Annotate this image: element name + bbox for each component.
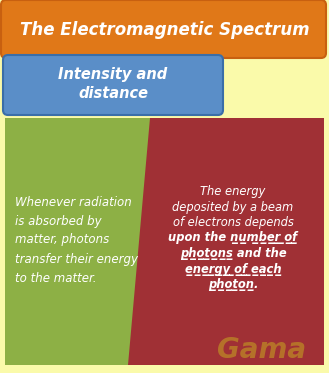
- FancyBboxPatch shape: [1, 0, 326, 58]
- Text: p̲h̲o̲t̲o̲n̲.: p̲h̲o̲t̲o̲n̲.: [208, 278, 258, 291]
- Text: p̲h̲o̲t̲o̲n̲s̲ and the: p̲h̲o̲t̲o̲n̲s̲ and the: [180, 247, 286, 260]
- Text: Intensity and
distance: Intensity and distance: [58, 67, 167, 101]
- Text: upon the n̲u̲m̲b̲e̲r̲ ̲o̲f̲: upon the n̲u̲m̲b̲e̲r̲ ̲o̲f̲: [168, 232, 297, 244]
- FancyBboxPatch shape: [3, 55, 223, 115]
- Text: of electrons depends: of electrons depends: [173, 216, 293, 229]
- Polygon shape: [5, 118, 195, 365]
- Text: The energy: The energy: [200, 185, 266, 198]
- Polygon shape: [128, 118, 324, 365]
- Text: Gama: Gama: [217, 336, 307, 364]
- Text: The Electromagnetic Spectrum: The Electromagnetic Spectrum: [20, 21, 309, 39]
- Text: deposited by a beam: deposited by a beam: [172, 201, 293, 213]
- Text: e̲n̲e̲r̲g̲y̲ ̲o̲f̲ ̲e̲a̲c̲h̲: e̲n̲e̲r̲g̲y̲ ̲o̲f̲ ̲e̲a̲c̲h̲: [185, 263, 281, 276]
- Text: Whenever radiation
is absorbed by
matter, photons
transfer their energy
to the m: Whenever radiation is absorbed by matter…: [15, 195, 138, 285]
